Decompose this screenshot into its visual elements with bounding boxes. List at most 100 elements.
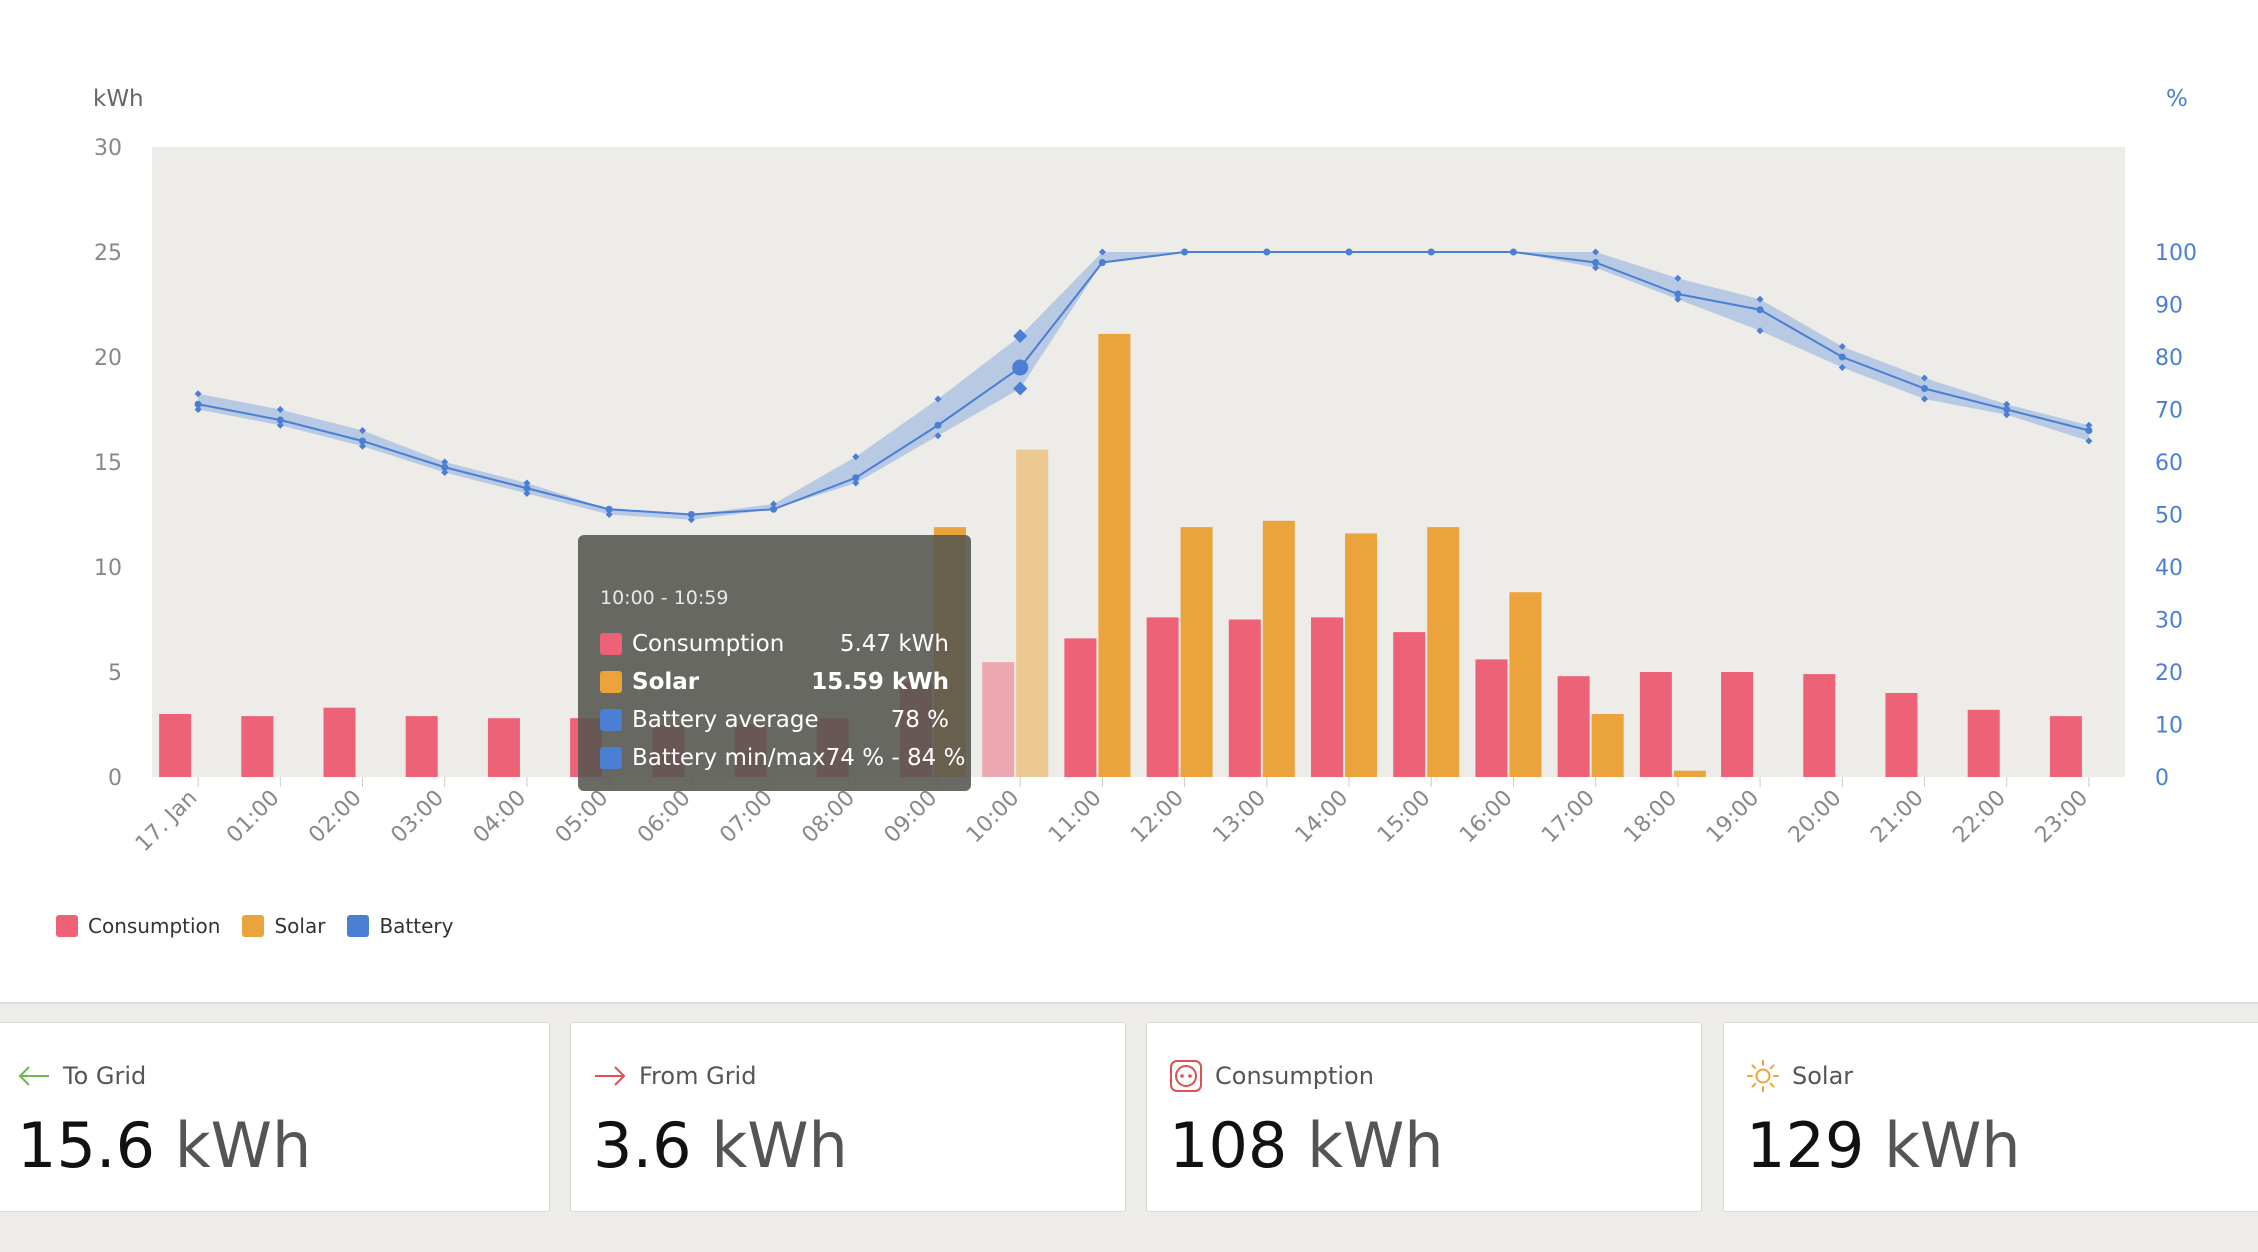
card-unit: kWh [711,1109,848,1182]
x-tick-label: 09:00 [880,786,943,849]
battery-range-point [770,500,778,508]
battery-range-point [1756,327,1764,335]
battery-swatch [347,915,370,937]
consumption-bar [1475,659,1508,777]
y-tick-label: 20 [94,346,122,371]
consumption-bar [1803,674,1836,777]
tooltip-battery-minmax-label: Battery min/max [632,745,826,771]
x-tick-label: 16:00 [1455,786,1518,849]
battery-average-line [197,251,2090,516]
battery-average-point [523,484,531,492]
card-header: To Grid [17,1059,146,1093]
card-value: 3.6 kWh [593,1109,848,1182]
battery-range-point [1592,248,1600,256]
y-axis-unit-left: kWh [93,86,144,112]
y-tick-label: 5 [108,661,122,686]
consumption-swatch [600,633,622,655]
battery-average-point [2085,427,2093,434]
solar-bar [1345,533,1378,777]
legend-item-solar[interactable]: Solar [242,914,325,938]
tooltip-consumption-label: Consumption [632,631,785,657]
battery-range-point [1013,329,1028,343]
card-value: 108 kWh [1169,1109,1444,1182]
x-tick-label: 14:00 [1291,786,1354,849]
consumption-swatch [56,915,78,937]
y2-tick-label: 40 [2155,556,2183,581]
battery-average-point [1592,259,1600,266]
card-value: 15.6 kWh [17,1109,311,1182]
battery-range-point [1098,248,1106,256]
y-tick-label: 30 [94,136,122,161]
consumption-bar [159,714,192,777]
battery-range-point [2003,411,2011,419]
battery-swatch [600,709,622,731]
consumption-bar [1393,632,1426,777]
battery-average-point [441,463,449,471]
solar-bar [1509,592,1542,777]
battery-range-point [1920,374,1928,382]
battery-range-point [770,505,778,513]
x-tick-label: 17:00 [1537,786,1600,849]
battery-range-point [1674,274,1682,282]
chart-svg[interactable]: kWh % 0 5 10 15 20 25 30 0 10 20 30 40 50 60 70 80 90 100 17… [0,0,2258,1000]
y2-tick-label: 90 [2155,294,2183,319]
y2-tick-label: 10 [2155,714,2183,739]
battery-range-point [1263,248,1271,256]
card-label: To Grid [63,1062,147,1090]
battery-range-point [359,427,367,434]
battery-average-point [1920,385,1928,392]
battery-average-point [1756,306,1764,314]
y2-tick-label: 80 [2155,346,2183,371]
card-header: Solar [1746,1059,1853,1093]
battery-range-point [852,453,860,461]
battery-average-point [852,474,860,482]
chart-legend: Consumption Solar Battery [56,914,453,938]
energy-chart[interactable]: kWh% 0 5 10 15 20 25 30 0 10 20 30 40 50 60 70 80 90 100 17… [0,0,2258,1000]
legend-item-consumption[interactable]: Consumption [56,914,220,938]
battery-range-point [605,505,613,513]
consumption-bar [241,716,274,777]
y-tick-label: 25 [94,241,122,266]
battery-range-point [1674,295,1682,303]
battery-swatch [600,747,622,769]
battery-range-point [1592,264,1600,272]
card-number: 129 [1746,1109,1865,1182]
y2-tick-label: 0 [2155,766,2169,791]
chart-tooltip: 10:00 - 10:59 Consumption 5.47 kWh Solar… [578,535,971,791]
y2-tick-label: 30 [2155,609,2183,634]
card-header: From Grid [593,1059,756,1093]
battery-average-point [2003,406,2011,413]
battery-range-point [1920,395,1928,403]
y2-tick-label: 20 [2155,661,2183,686]
battery-average-point [194,400,202,408]
battery-range-point [1838,343,1846,350]
y2-tick-label: 70 [2155,399,2183,424]
x-tick-label: 22:00 [1948,786,2011,849]
sun-icon [1747,1060,1779,1092]
battery-range-point [194,390,202,398]
x-tick-label: 02:00 [304,786,367,849]
legend-item-battery[interactable]: Battery [347,914,453,938]
battery-range-point [1098,259,1106,266]
consumption-bar [1967,709,2000,777]
consumption-bar [487,718,520,777]
consumption-bar [1557,676,1590,777]
battery-range-point [1756,295,1764,303]
x-tick-label: 08:00 [798,786,861,849]
battery-range-point [934,432,942,440]
solar-swatch [242,915,265,937]
solar-bar [1016,449,1049,777]
consumption-bar [1885,693,1918,777]
x-tick-label: 10:00 [962,786,1025,849]
x-tick-label: 23:00 [2031,786,2094,849]
solar-bar [1262,520,1295,777]
battery-range-point [1427,248,1435,256]
battery-range-point [605,511,613,518]
to-grid-card: To Grid 15.6 kWh [0,1022,550,1212]
x-tick-label: 03:00 [386,786,449,849]
consumption-bar [1639,672,1672,777]
card-unit: kWh [1884,1109,2021,1182]
x-tick-label: 11:00 [1044,786,1107,849]
tooltip-row-battery-minmax: Battery min/max 74 % - 84 % [600,739,965,777]
battery-range-point [687,511,695,518]
